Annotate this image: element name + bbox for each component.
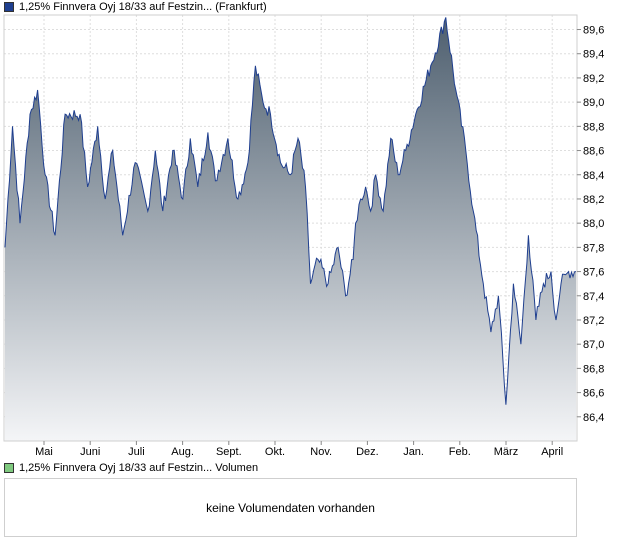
plot-border	[3, 14, 578, 442]
volume-legend: 1,25% Finnvera Oyj 18/33 auf Festzin... …	[4, 461, 258, 475]
y-tick-label: 87,6	[583, 267, 604, 279]
y-tick-label: 88,6	[583, 146, 604, 158]
x-tick-label: April	[541, 446, 563, 458]
price-legend-label: 1,25% Finnvera Oyj 18/33 auf Festzin... …	[19, 1, 267, 13]
volume-legend-swatch	[4, 463, 14, 473]
y-tick-label: 86,8	[583, 363, 604, 375]
y-tick-label: 87,0	[583, 339, 604, 351]
y-tick-label: 88,4	[583, 170, 604, 182]
no-volume-message: keine Volumendaten vorhanden	[206, 501, 375, 515]
price-legend-swatch	[4, 2, 14, 12]
x-tick-label: Sept.	[216, 446, 242, 458]
x-tick-label: Okt.	[265, 446, 285, 458]
y-axis: 86,4 86,6 86,8 87,0 87,2 87,4 87,6 87,8 88,0 88,2…	[577, 25, 604, 424]
price-chart[interactable]: 86,4 86,6 86,8 87,0 87,2 87,4 87,6 87,8 88,0 88,2…	[0, 0, 620, 460]
x-tick-label: Feb.	[449, 446, 471, 458]
y-tick-label: 86,6	[583, 388, 604, 400]
y-tick-label: 89,2	[583, 73, 604, 85]
y-tick-label: 88,8	[583, 121, 604, 133]
price-area	[5, 17, 576, 441]
y-tick-label: 88,0	[583, 218, 604, 230]
y-tick-label: 86,4	[583, 412, 604, 424]
y-tick-label: 87,4	[583, 291, 604, 303]
x-tick-label: Dez.	[356, 446, 379, 458]
x-tick-label: Juni	[80, 446, 100, 458]
price-line	[4, 17, 577, 405]
y-tick-label: 89,4	[583, 49, 604, 61]
price-legend: 1,25% Finnvera Oyj 18/33 auf Festzin... …	[4, 0, 267, 14]
y-tick-label: 88,2	[583, 194, 604, 206]
volume-legend-label: 1,25% Finnvera Oyj 18/33 auf Festzin... …	[19, 462, 259, 474]
x-tick-label: Aug.	[171, 446, 194, 458]
x-tick-label: Juli	[128, 446, 145, 458]
x-tick-label: Nov.	[310, 446, 332, 458]
y-tick-label: 89,6	[583, 25, 604, 37]
x-tick-label: Jan.	[403, 446, 424, 458]
y-tick-label: 89,0	[583, 97, 604, 109]
x-tick-label: Mai	[35, 446, 53, 458]
y-tick-label: 87,2	[583, 315, 604, 327]
x-axis: Mai Juni Juli Aug. Sept. Okt. Nov. Dez. Jan. Feb.…	[35, 441, 563, 458]
y-tick-label: 87,8	[583, 242, 604, 254]
x-tick-label: März	[494, 446, 518, 458]
volume-panel: keine Volumendaten vorhanden	[4, 478, 577, 537]
